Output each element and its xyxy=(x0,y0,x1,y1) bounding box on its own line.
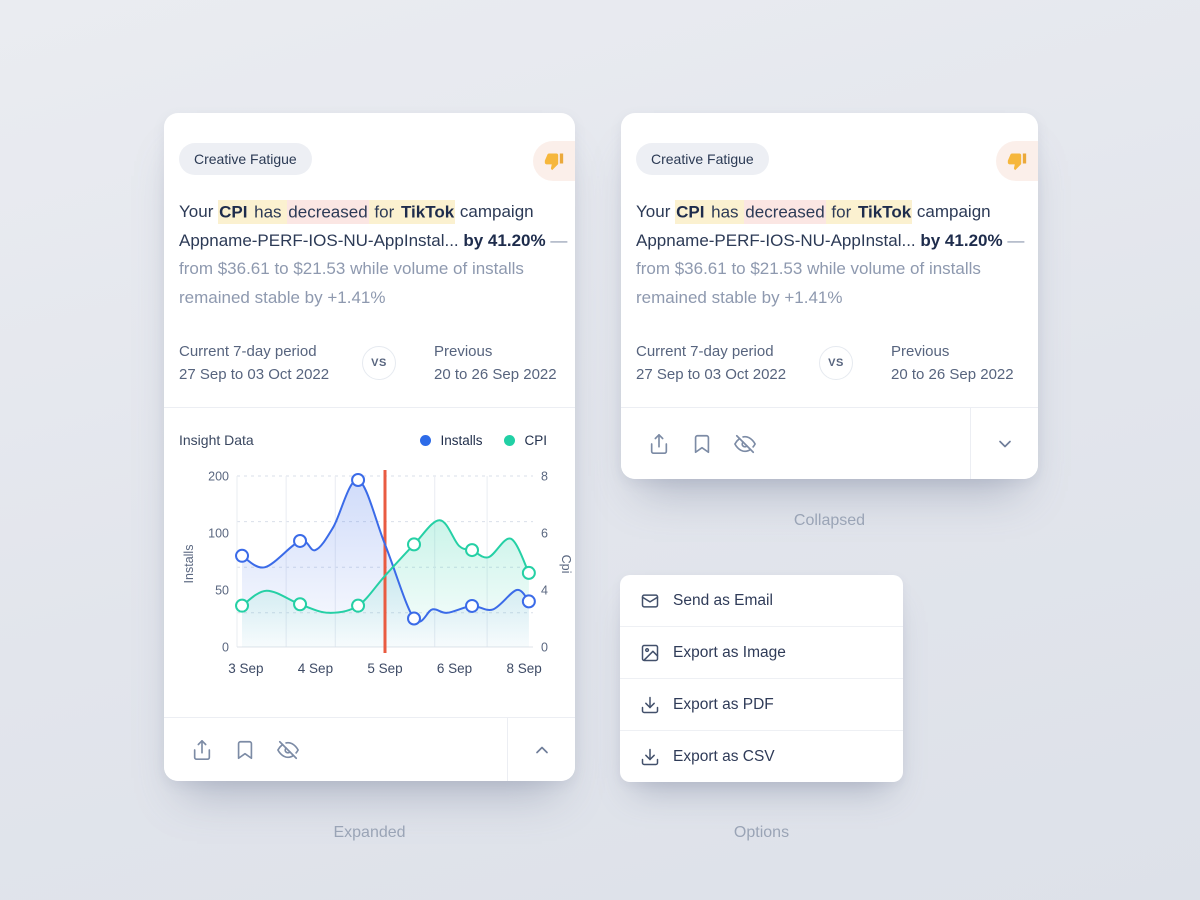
bookmark-icon[interactable] xyxy=(691,433,713,455)
menu-item-export-as-image[interactable]: Export as Image xyxy=(620,626,903,678)
svg-text:100: 100 xyxy=(208,527,229,541)
options-caption: Options xyxy=(733,824,790,841)
insight-card-collapsed: Creative Fatigue Your CPI has decreased … xyxy=(621,113,1038,479)
period-comparison: Current 7-day period 27 Sep to 03 Oct 20… xyxy=(636,340,1022,386)
bookmark-icon[interactable] xyxy=(234,739,256,761)
options-menu: Send as Email Export as Image Export as PD… xyxy=(620,575,903,782)
svg-text:200: 200 xyxy=(208,470,229,484)
menu-item-label: Export as Image xyxy=(673,643,786,661)
headline-segment: has xyxy=(248,199,288,224)
installs-legend-dot xyxy=(420,434,432,446)
reaction-pill[interactable] xyxy=(533,141,575,181)
previous-period-range: 20 to 26 Sep 2022 xyxy=(434,366,557,383)
headline-segment: TikTok xyxy=(399,199,456,224)
card-action-bar xyxy=(621,407,1038,479)
svg-text:0: 0 xyxy=(541,641,548,655)
menu-item-export-as-csv[interactable]: Export as CSV xyxy=(620,730,903,782)
menu-item-label: Export as CSV xyxy=(673,747,775,765)
svg-text:4: 4 xyxy=(541,584,548,598)
legend-label: Installs xyxy=(440,432,483,448)
svg-text:50: 50 xyxy=(215,584,229,598)
headline-segment: Your xyxy=(179,202,219,221)
hide-icon[interactable] xyxy=(734,433,756,455)
svg-text:Installs: Installs xyxy=(182,545,196,584)
insight-line-chart: 200 100 50 0 8 6 4 0 3 Sep 4 Sep 5 Sep 6 Sep 8 Sep In… xyxy=(182,470,573,677)
chevron-down-icon xyxy=(998,440,1011,447)
svg-text:5 Sep: 5 Sep xyxy=(367,661,402,676)
creative-fatigue-badge: Creative Fatigue xyxy=(179,143,312,175)
headline-segment: campaign Appname-PERF-IOS-NU-AppInstal..… xyxy=(636,202,991,250)
vs-badge: VS xyxy=(819,346,853,380)
legend-item-installs: Installs xyxy=(420,433,482,448)
current-period-range: 27 Sep to 03 Oct 2022 xyxy=(179,366,330,383)
headline-segment: by 41.20% xyxy=(463,230,546,250)
chevron-up-icon xyxy=(535,746,548,753)
insight-headline: Your CPI has decreased for TikTok campai… xyxy=(179,198,573,312)
headline-segment: decreased xyxy=(744,199,826,224)
hide-icon[interactable] xyxy=(277,739,299,761)
svg-text:6 Sep: 6 Sep xyxy=(437,661,472,676)
svg-text:8: 8 xyxy=(541,470,548,484)
previous-period-label: Previous xyxy=(891,343,950,360)
svg-text:3 Sep: 3 Sep xyxy=(228,661,263,676)
headline-segment: decreased xyxy=(287,199,369,224)
menu-item-label: Send as Email xyxy=(673,591,773,609)
download-icon xyxy=(640,695,660,715)
menu-item-label: Export as PDF xyxy=(673,695,774,713)
insight-card-expanded: Creative Fatigue Your CPI has decreased … xyxy=(164,113,575,781)
thumbs-down-icon xyxy=(1007,153,1027,171)
headline-segment: Your xyxy=(636,202,676,221)
svg-text:Cpi: Cpi xyxy=(559,555,573,574)
headline-segment: TikTok xyxy=(856,199,913,224)
legend-label: CPI xyxy=(524,432,547,448)
headline-segment: — from $36.61 to $21.53 while volume of … xyxy=(179,230,573,307)
reaction-pill[interactable] xyxy=(996,141,1038,181)
period-comparison: Current 7-day period 27 Sep to 03 Oct 20… xyxy=(179,340,559,386)
current-period-range: 27 Sep to 03 Oct 2022 xyxy=(636,366,787,383)
headline-segment: by 41.20% xyxy=(920,230,1003,250)
svg-text:8 Sep: 8 Sep xyxy=(506,661,541,676)
headline-segment: CPI xyxy=(218,199,249,224)
previous-period-range: 20 to 26 Sep 2022 xyxy=(891,366,1014,383)
share-icon[interactable] xyxy=(191,739,213,761)
collapsed-caption: Collapsed xyxy=(793,512,866,529)
svg-text:6: 6 xyxy=(541,527,548,541)
current-period-label: Current 7-day period xyxy=(636,343,774,360)
image-icon xyxy=(640,643,660,663)
thumbs-down-icon xyxy=(544,153,564,171)
section-divider xyxy=(164,407,575,408)
svg-text:4 Sep: 4 Sep xyxy=(298,661,333,676)
mail-icon xyxy=(640,591,660,611)
headline-segment: — from $36.61 to $21.53 while volume of … xyxy=(636,230,1030,307)
menu-item-export-as-pdf[interactable]: Export as PDF xyxy=(620,678,903,730)
cpi-legend-dot xyxy=(504,434,516,446)
creative-fatigue-badge: Creative Fatigue xyxy=(636,143,769,175)
headline-segment: for xyxy=(825,199,857,224)
download-icon xyxy=(640,747,660,767)
insight-headline: Your CPI has decreased for TikTok campai… xyxy=(636,198,1030,312)
current-period-label: Current 7-day period xyxy=(179,343,317,360)
headline-segment: campaign Appname-PERF-IOS-NU-AppInstal..… xyxy=(179,202,534,250)
headline-segment: CPI xyxy=(675,199,706,224)
chart-title: Insight Data xyxy=(179,432,254,448)
headline-segment: for xyxy=(368,199,400,224)
previous-period-label: Previous xyxy=(434,343,493,360)
expanded-caption: Expanded xyxy=(333,824,406,841)
svg-text:0: 0 xyxy=(222,641,229,655)
menu-item-send-as-email[interactable]: Send as Email xyxy=(620,575,903,626)
vs-badge: VS xyxy=(362,346,396,380)
headline-segment: has xyxy=(705,199,745,224)
expand-toggle[interactable] xyxy=(970,408,1038,479)
card-action-bar xyxy=(164,717,575,781)
chart-legend: Installs CPI xyxy=(420,433,547,448)
legend-item-cpi: CPI xyxy=(504,433,547,448)
share-icon[interactable] xyxy=(648,433,670,455)
collapse-toggle[interactable] xyxy=(507,718,575,781)
